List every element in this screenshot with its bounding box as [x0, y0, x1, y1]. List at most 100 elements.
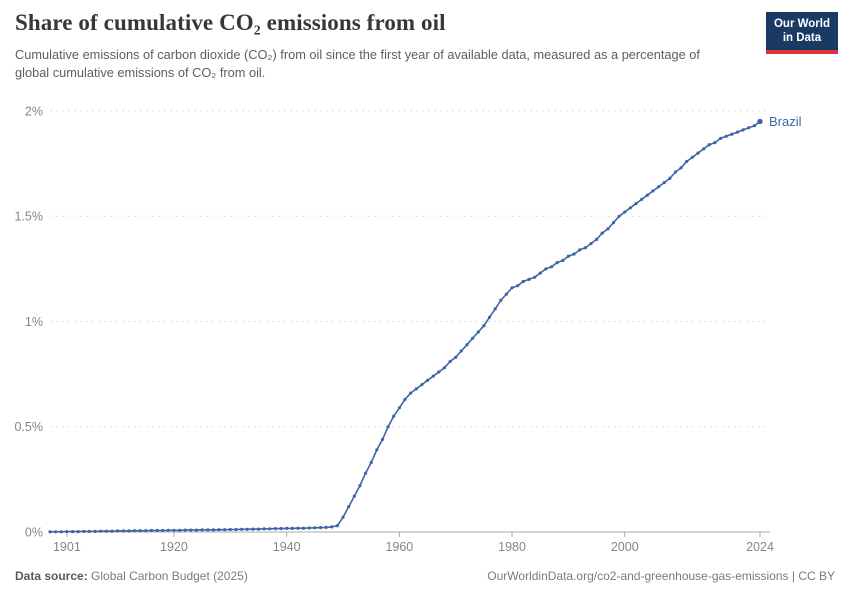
data-point[interactable] — [375, 448, 379, 452]
data-point[interactable] — [549, 265, 554, 269]
data-point[interactable] — [392, 414, 396, 418]
data-point[interactable] — [442, 366, 446, 370]
data-point[interactable] — [521, 279, 525, 284]
data-point[interactable] — [611, 221, 616, 225]
data-point[interactable] — [330, 525, 334, 529]
data-point[interactable] — [606, 227, 610, 231]
data-point[interactable] — [279, 527, 283, 531]
data-point[interactable] — [589, 242, 593, 246]
data-point[interactable] — [679, 166, 683, 170]
data-point[interactable] — [533, 275, 537, 279]
data-point[interactable] — [724, 134, 728, 138]
data-point[interactable] — [76, 530, 80, 534]
data-point[interactable] — [499, 298, 503, 302]
data-point[interactable] — [459, 349, 463, 353]
data-point[interactable] — [425, 378, 430, 382]
data-point[interactable] — [437, 370, 441, 374]
data-point[interactable] — [747, 126, 751, 130]
data-point[interactable] — [690, 155, 695, 159]
data-point[interactable] — [420, 383, 424, 387]
data-point[interactable] — [155, 528, 159, 533]
data-point[interactable] — [454, 355, 458, 359]
data-point[interactable] — [623, 210, 627, 214]
data-point[interactable] — [510, 286, 514, 290]
data-point[interactable] — [341, 515, 345, 519]
data-point[interactable] — [99, 529, 103, 533]
data-point[interactable] — [538, 271, 542, 275]
data-point[interactable] — [228, 527, 232, 532]
data-point[interactable] — [380, 437, 385, 441]
data-point[interactable] — [178, 528, 182, 532]
data-point[interactable] — [578, 248, 582, 252]
data-point[interactable] — [104, 529, 108, 533]
data-point[interactable] — [707, 143, 711, 147]
data-point[interactable] — [352, 494, 356, 498]
data-point[interactable] — [144, 529, 148, 533]
data-point[interactable] — [206, 528, 210, 532]
data-point[interactable] — [161, 528, 165, 533]
data-point[interactable] — [59, 530, 63, 534]
data-point[interactable] — [397, 406, 401, 410]
data-point[interactable] — [657, 185, 661, 189]
data-point[interactable] — [595, 237, 599, 241]
credit-link[interactable]: OurWorldinData.org/co2-and-greenhouse-ga… — [487, 569, 835, 583]
data-point[interactable] — [149, 528, 153, 533]
data-point[interactable] — [527, 277, 531, 281]
data-point[interactable] — [634, 202, 638, 206]
data-point[interactable] — [307, 526, 311, 530]
data-point[interactable] — [116, 529, 120, 533]
data-point[interactable] — [194, 528, 199, 532]
data-point[interactable] — [335, 524, 339, 528]
data-point[interactable] — [628, 206, 633, 210]
data-point[interactable] — [487, 315, 492, 319]
data-point[interactable] — [313, 526, 317, 530]
data-point[interactable] — [48, 530, 52, 534]
data-point[interactable] — [662, 181, 666, 185]
data-point[interactable] — [127, 529, 131, 533]
data-point[interactable] — [183, 528, 187, 532]
data-point[interactable] — [234, 527, 238, 532]
data-point[interactable] — [223, 528, 227, 532]
data-point[interactable] — [268, 527, 272, 531]
data-point[interactable] — [93, 529, 97, 534]
data-point[interactable] — [409, 391, 413, 395]
data-point[interactable] — [566, 254, 571, 258]
series-end-point[interactable] — [757, 118, 763, 125]
data-point[interactable] — [482, 324, 486, 328]
data-point[interactable] — [493, 307, 497, 311]
data-point[interactable] — [651, 189, 655, 193]
data-point[interactable] — [138, 529, 142, 533]
data-point[interactable] — [358, 484, 362, 488]
data-point[interactable] — [369, 460, 373, 465]
data-point[interactable] — [251, 527, 255, 531]
data-point[interactable] — [172, 528, 176, 532]
data-point[interactable] — [414, 387, 418, 391]
data-point[interactable] — [685, 159, 689, 164]
data-point[interactable] — [110, 529, 114, 533]
data-point[interactable] — [121, 529, 125, 533]
data-point[interactable] — [200, 528, 204, 532]
data-point[interactable] — [166, 528, 170, 532]
owid-logo[interactable]: Our World in Data — [765, 12, 838, 54]
data-point[interactable] — [702, 147, 706, 151]
data-point[interactable] — [256, 527, 261, 531]
data-point[interactable] — [668, 176, 672, 180]
data-point[interactable] — [544, 267, 548, 271]
data-point[interactable] — [65, 530, 69, 534]
data-point[interactable] — [364, 471, 368, 475]
data-point[interactable] — [600, 231, 604, 235]
data-point[interactable] — [302, 526, 306, 530]
data-point[interactable] — [476, 330, 480, 334]
data-point[interactable] — [617, 214, 621, 218]
data-point[interactable] — [752, 124, 757, 128]
data-point[interactable] — [572, 252, 576, 256]
data-point[interactable] — [211, 528, 215, 532]
data-point[interactable] — [273, 527, 277, 531]
data-point[interactable] — [696, 151, 700, 155]
data-point[interactable] — [516, 284, 520, 288]
data-point[interactable] — [318, 526, 323, 530]
data-point[interactable] — [403, 397, 407, 401]
data-point[interactable] — [324, 525, 328, 530]
data-point[interactable] — [54, 530, 58, 534]
entity-label-brazil[interactable]: Brazil — [769, 114, 802, 129]
